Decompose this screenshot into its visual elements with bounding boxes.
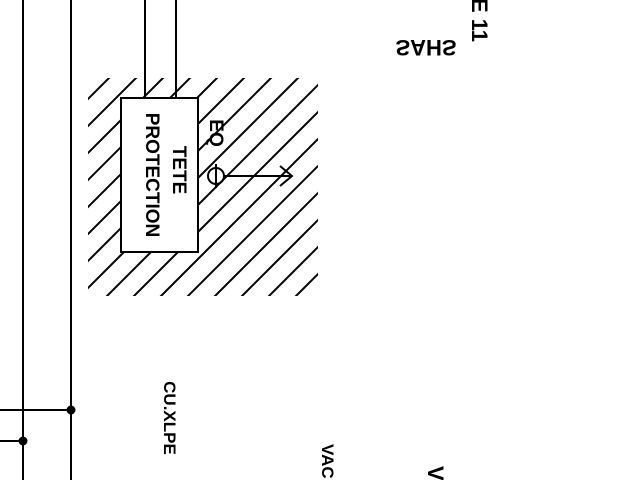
hatch-line	[88, 78, 138, 128]
sahs-label: SAHS	[395, 35, 456, 60]
e11-label: E 11	[467, 0, 492, 42]
eq-arrow-head	[279, 165, 294, 187]
vac-label: VAC	[318, 444, 337, 479]
hatch-line	[159, 137, 318, 296]
hatch-line	[88, 78, 111, 101]
hatch-line	[299, 60, 559, 320]
hatch-line	[105, 83, 318, 296]
hatch-line	[213, 191, 318, 296]
hatch-line	[294, 272, 318, 296]
tete-label: TETE	[168, 146, 189, 195]
protection-box	[120, 97, 199, 253]
hatch-line	[186, 164, 318, 296]
hatch-line	[132, 110, 318, 296]
junction-dot-lower	[18, 436, 28, 446]
hatched-protection-zone	[0, 60, 559, 320]
eq-label: EQ	[205, 119, 226, 146]
hatch-line	[0, 60, 100, 320]
hatch-line	[240, 218, 318, 296]
junction-dot-upper	[66, 405, 76, 415]
v-label: V	[423, 466, 448, 480]
protection-label: PROTECTION	[141, 113, 162, 238]
hatch-line	[267, 245, 318, 296]
hatch-line	[88, 78, 219, 209]
cable-spec-label: CU.XLPE	[160, 381, 179, 455]
